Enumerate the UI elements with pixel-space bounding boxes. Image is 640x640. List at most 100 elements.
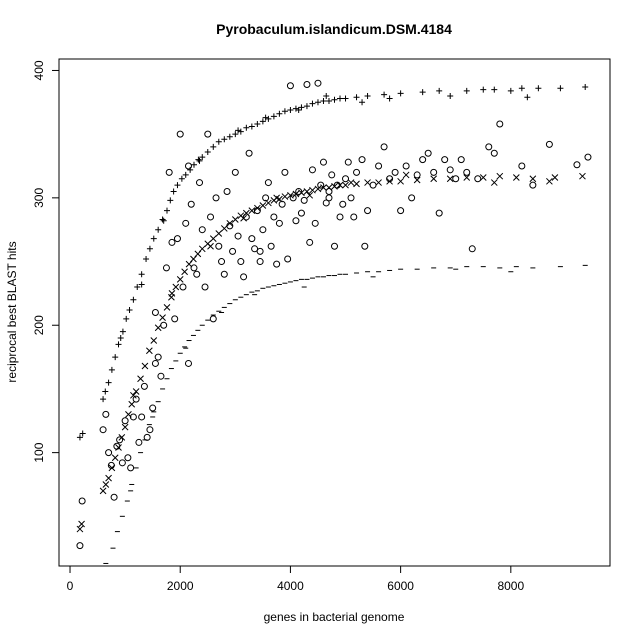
data-point-x <box>529 175 537 183</box>
data-point-circle <box>184 359 192 367</box>
data-point-plus <box>163 207 170 214</box>
data-point-circle <box>573 161 581 169</box>
data-point-x <box>209 235 217 242</box>
data-point-circle <box>333 181 341 189</box>
data-point-circle <box>196 179 204 187</box>
data-point-plus <box>143 255 150 262</box>
data-point-circle <box>110 493 118 501</box>
data-point-circle <box>336 213 344 221</box>
data-point-circle <box>135 438 143 446</box>
data-point-circle <box>435 209 443 217</box>
data-point-circle <box>331 242 338 250</box>
data-point-x <box>159 314 166 321</box>
data-point-plus <box>320 98 327 105</box>
data-point-plus <box>235 127 242 134</box>
x-tick-label: 6000 <box>387 579 414 593</box>
data-point-plus <box>292 105 299 112</box>
data-point-plus <box>298 104 305 111</box>
data-point-circle <box>193 270 201 278</box>
data-point-x <box>181 268 188 276</box>
data-point-plus <box>196 157 203 164</box>
data-point-circle <box>116 436 124 444</box>
x-tick-label: 0 <box>67 579 74 593</box>
data-point-circle <box>157 372 165 380</box>
data-point-circle <box>317 181 325 189</box>
chart-title: Pyrobaculum.islandicum.DSM.4184 <box>216 21 452 37</box>
data-point-plus <box>270 113 277 120</box>
data-point-x <box>176 276 184 283</box>
data-point-plus <box>117 334 124 341</box>
data-point-plus <box>262 114 269 121</box>
data-point-plus <box>535 85 542 92</box>
data-point-x <box>102 481 110 488</box>
data-point-plus <box>195 156 202 163</box>
data-point-x <box>128 400 136 408</box>
data-point-x <box>342 181 349 189</box>
data-point-circle <box>201 283 209 291</box>
data-point-x <box>287 191 294 199</box>
data-point-circle <box>419 156 427 164</box>
data-point-plus <box>182 171 189 178</box>
data-point-plus <box>342 95 349 102</box>
data-point-plus <box>115 341 122 348</box>
data-point-circle <box>485 143 493 151</box>
data-point-plus <box>353 94 360 101</box>
data-point-circle <box>273 260 281 268</box>
data-point-plus <box>397 90 404 97</box>
data-point-circle <box>375 162 383 170</box>
data-point-circle <box>529 181 537 189</box>
data-point-x <box>154 324 162 332</box>
data-point-plus <box>199 154 206 161</box>
y-tick-label: 300 <box>32 188 46 208</box>
data-point-circle <box>446 166 454 174</box>
data-point-plus <box>215 138 222 145</box>
data-point-x <box>172 283 180 291</box>
data-point-plus <box>447 92 454 99</box>
data-point-circle <box>187 200 195 208</box>
data-point-circle <box>292 217 300 225</box>
data-point-circle <box>474 175 482 183</box>
data-point-x <box>76 525 84 533</box>
data-point-x <box>215 230 223 237</box>
data-point-circle <box>256 247 264 255</box>
data-point-circle <box>146 426 154 434</box>
data-point-circle <box>253 207 261 215</box>
data-points <box>76 79 592 564</box>
data-point-plus <box>364 92 371 99</box>
data-point-x <box>259 202 267 209</box>
data-point-plus <box>237 128 244 135</box>
data-point-circle <box>245 149 253 157</box>
data-point-circle <box>76 542 84 550</box>
data-point-circle <box>391 168 399 176</box>
data-point-x <box>413 176 421 184</box>
data-point-circle <box>402 162 410 170</box>
data-point-circle <box>198 226 206 234</box>
data-point-plus <box>259 118 266 125</box>
data-point-circle <box>234 232 242 240</box>
data-point-circle <box>284 255 292 263</box>
x-tick-label: 2000 <box>167 579 194 593</box>
data-point-circle <box>179 283 187 291</box>
data-point-circle <box>278 200 286 208</box>
data-point-x <box>303 188 311 195</box>
data-point-plus <box>123 315 130 322</box>
data-point-circle <box>342 175 350 183</box>
data-point-x <box>220 225 228 232</box>
data-point-plus <box>381 91 388 98</box>
data-point-x <box>130 391 137 399</box>
data-point-plus <box>167 197 174 204</box>
data-point-circle <box>347 194 355 202</box>
data-point-circle <box>132 395 140 403</box>
data-point-x <box>198 245 206 253</box>
data-point-x <box>463 174 471 181</box>
data-point-circle <box>344 158 352 166</box>
data-point-circle <box>182 219 190 227</box>
data-point-circle <box>311 219 319 227</box>
data-point-circle <box>545 140 553 148</box>
data-point-x <box>314 185 322 193</box>
data-point-plus <box>557 85 564 92</box>
data-point-x <box>150 337 158 344</box>
data-point-circle <box>78 497 86 505</box>
data-point-circle <box>207 213 215 221</box>
data-point-x <box>292 190 300 198</box>
